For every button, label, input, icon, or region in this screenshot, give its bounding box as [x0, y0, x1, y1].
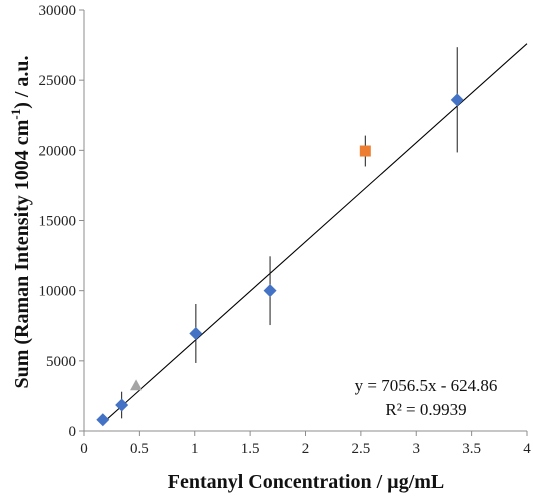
y-axis-label-sup: -1 — [8, 109, 23, 120]
x-tick-label: 0.5 — [130, 441, 149, 457]
x-tick-label: 4 — [523, 441, 531, 457]
y-tick-label: 0 — [69, 424, 77, 440]
data-point-diamond — [450, 93, 464, 107]
y-axis-label-end: ) / a.u. — [11, 55, 33, 108]
data-point-diamond — [189, 326, 203, 340]
trendline-group — [102, 43, 528, 424]
error-bars — [102, 47, 458, 424]
data-markers — [96, 93, 464, 427]
y-tick-label: 30000 — [39, 3, 77, 19]
data-point-diamond — [263, 284, 277, 298]
data-point-triangle — [130, 379, 143, 391]
y-axis-label-main: Sum (Raman Intensity 1004 cm — [11, 119, 33, 388]
x-axis-label: Fentanyl Concentration / µg/mL — [168, 471, 445, 493]
x-tick-label: 2 — [302, 441, 310, 457]
y-tick-label: 5000 — [46, 354, 76, 370]
axes — [83, 10, 527, 432]
y-tick-label: 25000 — [39, 73, 77, 89]
y-tick-label: 10000 — [39, 284, 77, 300]
r-squared-label: R² = 0.9939 — [385, 400, 466, 419]
trendline-equation: y = 7056.5x - 624.86 — [355, 376, 498, 395]
x-tick-label: 3 — [413, 441, 421, 457]
x-tick-label: 2.5 — [352, 441, 371, 457]
data-point-square — [359, 145, 371, 157]
ticks: 0 5000 10000 15000 20000 25000 30000 0 0.5 1 1.5 2 2… — [39, 3, 532, 457]
x-tick-label: 3.5 — [462, 441, 481, 457]
x-tick-label: 0 — [80, 441, 88, 457]
x-tick-label: 1 — [191, 441, 199, 457]
y-tick-label: 15000 — [39, 214, 77, 230]
data-point-diamond — [115, 398, 129, 412]
y-axis-label: Sum (Raman Intensity 1004 cm-1) / a.u. — [8, 55, 33, 388]
y-tick-label: 20000 — [39, 143, 77, 159]
data-point-diamond — [96, 413, 110, 427]
trendline — [102, 43, 528, 424]
x-tick-label: 1.5 — [241, 441, 260, 457]
